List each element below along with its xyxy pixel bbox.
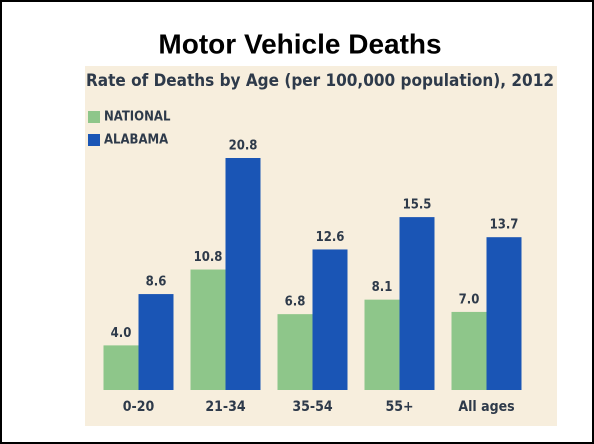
- x-tick-label: 55+: [385, 399, 413, 415]
- value-label: 15.5: [403, 198, 432, 213]
- bar: [225, 158, 261, 390]
- value-label: 4.0: [111, 326, 132, 341]
- chart-subtitle: Rate of Deaths by Age (per 100,000 popul…: [86, 71, 554, 91]
- legend-label: ALABAMA: [104, 133, 168, 148]
- x-tick-label: 35-54: [292, 399, 333, 415]
- value-label: 8.6: [146, 275, 167, 290]
- bar: [138, 294, 174, 390]
- value-label: 7.0: [459, 292, 480, 307]
- bar: [486, 237, 522, 390]
- bar: [312, 249, 348, 390]
- bar: [399, 217, 435, 390]
- x-tick-label: 0-20: [123, 399, 155, 415]
- value-label: 13.7: [490, 218, 519, 233]
- bar: [277, 314, 313, 390]
- value-label: 10.8: [194, 250, 223, 265]
- bar: [451, 311, 487, 390]
- bar: [190, 269, 226, 390]
- legend-swatch: [88, 111, 100, 123]
- value-label: 8.1: [372, 280, 393, 295]
- x-tick-label: 21-34: [205, 399, 246, 415]
- chart-title: Motor Vehicle Deaths: [158, 28, 441, 59]
- legend-swatch: [88, 134, 100, 146]
- legend-label: NATIONAL: [104, 110, 171, 125]
- bar: [364, 299, 400, 390]
- value-label: 6.8: [285, 295, 306, 310]
- value-label: 20.8: [229, 139, 258, 154]
- bar: [103, 345, 139, 390]
- value-label: 12.6: [316, 230, 345, 245]
- x-tick-label: All ages: [458, 399, 514, 415]
